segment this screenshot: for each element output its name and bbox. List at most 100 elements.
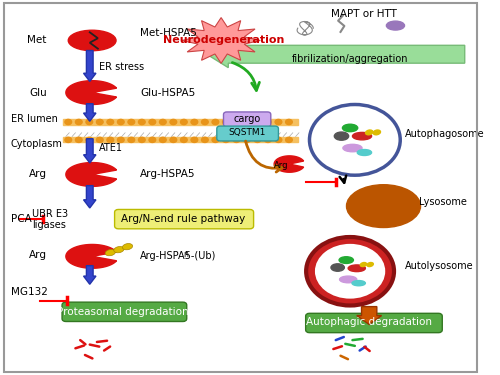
Circle shape — [222, 119, 229, 124]
Circle shape — [191, 137, 198, 142]
Circle shape — [118, 137, 124, 142]
Text: Autolysosome: Autolysosome — [405, 261, 473, 271]
Text: Glu-HSPA5: Glu-HSPA5 — [140, 88, 195, 98]
Text: UBR E3: UBR E3 — [32, 209, 68, 219]
Circle shape — [65, 137, 71, 142]
FancyBboxPatch shape — [114, 210, 254, 229]
Ellipse shape — [346, 185, 420, 228]
Ellipse shape — [68, 30, 116, 51]
Bar — [64, 119, 298, 125]
Circle shape — [138, 119, 145, 124]
Ellipse shape — [352, 280, 366, 286]
Ellipse shape — [339, 257, 353, 263]
Ellipse shape — [367, 262, 374, 267]
Ellipse shape — [114, 246, 124, 253]
Circle shape — [86, 137, 92, 142]
FancyBboxPatch shape — [224, 112, 271, 127]
Text: Autophagic degradation: Autophagic degradation — [306, 317, 432, 327]
Ellipse shape — [340, 276, 357, 283]
Polygon shape — [182, 18, 260, 63]
Circle shape — [170, 137, 176, 142]
Text: Arg/N-end rule pathway: Arg/N-end rule pathway — [121, 214, 245, 224]
Ellipse shape — [348, 265, 366, 272]
Bar — [64, 136, 298, 142]
Ellipse shape — [386, 21, 404, 30]
Circle shape — [149, 137, 156, 142]
Circle shape — [222, 137, 229, 142]
Ellipse shape — [373, 130, 380, 135]
Circle shape — [128, 119, 134, 124]
Circle shape — [180, 137, 187, 142]
Circle shape — [107, 119, 114, 124]
FancyArrow shape — [84, 51, 96, 81]
Circle shape — [86, 119, 92, 124]
Circle shape — [191, 119, 198, 124]
FancyBboxPatch shape — [62, 302, 186, 321]
FancyArrow shape — [357, 307, 382, 324]
Polygon shape — [66, 244, 116, 268]
Circle shape — [76, 137, 82, 142]
Text: Autophagosome: Autophagosome — [405, 129, 484, 138]
Circle shape — [264, 119, 272, 124]
Circle shape — [286, 119, 292, 124]
FancyBboxPatch shape — [217, 126, 278, 141]
Text: Arg-HSPA5-(Ub): Arg-HSPA5-(Ub) — [140, 251, 216, 261]
Circle shape — [107, 137, 114, 142]
Circle shape — [149, 119, 156, 124]
Polygon shape — [274, 156, 304, 172]
Circle shape — [315, 244, 385, 298]
Text: PCA: PCA — [11, 214, 32, 224]
FancyArrow shape — [84, 186, 96, 208]
Circle shape — [160, 137, 166, 142]
Circle shape — [96, 119, 103, 124]
Text: ER stress: ER stress — [100, 62, 144, 72]
Circle shape — [312, 107, 398, 173]
Text: ATE1: ATE1 — [100, 143, 124, 153]
Text: cargo: cargo — [234, 114, 261, 124]
Text: MAPT or HTT: MAPT or HTT — [332, 9, 398, 20]
Circle shape — [202, 119, 208, 124]
Text: Glu: Glu — [29, 88, 47, 98]
Circle shape — [254, 137, 261, 142]
Circle shape — [233, 119, 239, 124]
Circle shape — [254, 119, 261, 124]
Text: Arg: Arg — [29, 249, 47, 259]
Circle shape — [138, 137, 145, 142]
Text: MG132: MG132 — [11, 287, 48, 297]
Text: Cytoplasm: Cytoplasm — [11, 139, 63, 148]
Polygon shape — [66, 81, 116, 105]
Circle shape — [264, 137, 272, 142]
Circle shape — [180, 119, 187, 124]
Circle shape — [286, 137, 292, 142]
Circle shape — [202, 137, 208, 142]
Circle shape — [244, 119, 250, 124]
Circle shape — [212, 137, 218, 142]
Circle shape — [118, 119, 124, 124]
Text: ligases: ligases — [32, 220, 66, 231]
Circle shape — [160, 119, 166, 124]
Circle shape — [275, 137, 282, 142]
Text: Arg: Arg — [29, 170, 47, 180]
Ellipse shape — [334, 132, 348, 140]
Circle shape — [170, 119, 176, 124]
Text: Proteasomal degradation: Proteasomal degradation — [58, 307, 189, 317]
Ellipse shape — [360, 262, 366, 267]
Circle shape — [306, 237, 394, 306]
FancyBboxPatch shape — [306, 313, 442, 333]
FancyArrow shape — [84, 266, 96, 284]
Text: Neurodegeneration: Neurodegeneration — [163, 36, 284, 45]
Circle shape — [275, 119, 282, 124]
Ellipse shape — [352, 132, 372, 140]
Circle shape — [212, 119, 218, 124]
Text: Lysosome: Lysosome — [420, 197, 467, 207]
Text: fibrilization/aggregation: fibrilization/aggregation — [292, 54, 408, 64]
FancyArrow shape — [84, 104, 96, 121]
Text: Arg: Arg — [274, 161, 288, 170]
Text: n: n — [183, 250, 188, 259]
Ellipse shape — [122, 243, 132, 250]
Circle shape — [244, 137, 250, 142]
Circle shape — [76, 119, 82, 124]
Text: ER lumen: ER lumen — [11, 114, 58, 125]
Ellipse shape — [366, 130, 373, 135]
Ellipse shape — [342, 124, 357, 132]
